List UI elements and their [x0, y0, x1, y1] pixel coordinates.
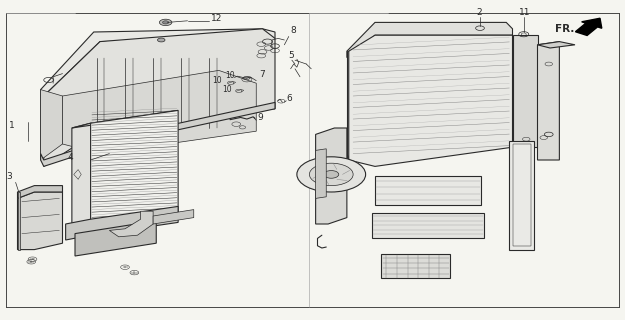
Polygon shape — [18, 192, 20, 250]
Polygon shape — [41, 90, 44, 160]
Circle shape — [162, 21, 169, 24]
Polygon shape — [18, 186, 63, 198]
Text: 12: 12 — [211, 14, 222, 23]
Text: 9: 9 — [258, 113, 263, 122]
Polygon shape — [509, 141, 534, 250]
Polygon shape — [91, 110, 178, 226]
Polygon shape — [44, 29, 275, 166]
Polygon shape — [109, 211, 153, 237]
Text: 6: 6 — [286, 94, 292, 103]
Circle shape — [159, 19, 172, 26]
Polygon shape — [372, 213, 484, 238]
Text: 7: 7 — [259, 70, 265, 79]
Polygon shape — [75, 221, 156, 256]
Polygon shape — [62, 70, 256, 154]
Polygon shape — [153, 210, 194, 224]
FancyArrow shape — [576, 18, 602, 36]
Polygon shape — [41, 29, 275, 96]
Text: 10: 10 — [222, 85, 231, 94]
Text: 10: 10 — [225, 71, 234, 80]
Circle shape — [158, 38, 165, 42]
Circle shape — [297, 157, 366, 192]
Polygon shape — [538, 42, 575, 48]
Text: 2: 2 — [476, 8, 482, 17]
Polygon shape — [66, 206, 178, 240]
Circle shape — [309, 163, 353, 186]
Polygon shape — [316, 128, 347, 224]
Polygon shape — [72, 110, 178, 128]
Text: 1: 1 — [9, 121, 15, 130]
Text: 8: 8 — [291, 26, 296, 35]
Polygon shape — [72, 123, 91, 230]
Polygon shape — [375, 176, 481, 205]
Text: 3: 3 — [6, 172, 12, 181]
Text: 11: 11 — [519, 8, 530, 17]
Polygon shape — [381, 254, 450, 278]
Polygon shape — [18, 192, 63, 250]
Polygon shape — [512, 35, 538, 147]
Polygon shape — [41, 90, 62, 160]
Polygon shape — [347, 51, 349, 160]
Polygon shape — [538, 42, 559, 160]
Polygon shape — [347, 22, 512, 58]
Text: FR.: FR. — [555, 24, 574, 34]
Polygon shape — [41, 102, 275, 166]
Polygon shape — [316, 149, 326, 198]
Text: 5: 5 — [289, 51, 294, 60]
Circle shape — [324, 171, 339, 178]
Text: 4: 4 — [68, 153, 73, 162]
Polygon shape — [349, 35, 512, 166]
Text: 10: 10 — [213, 76, 222, 85]
